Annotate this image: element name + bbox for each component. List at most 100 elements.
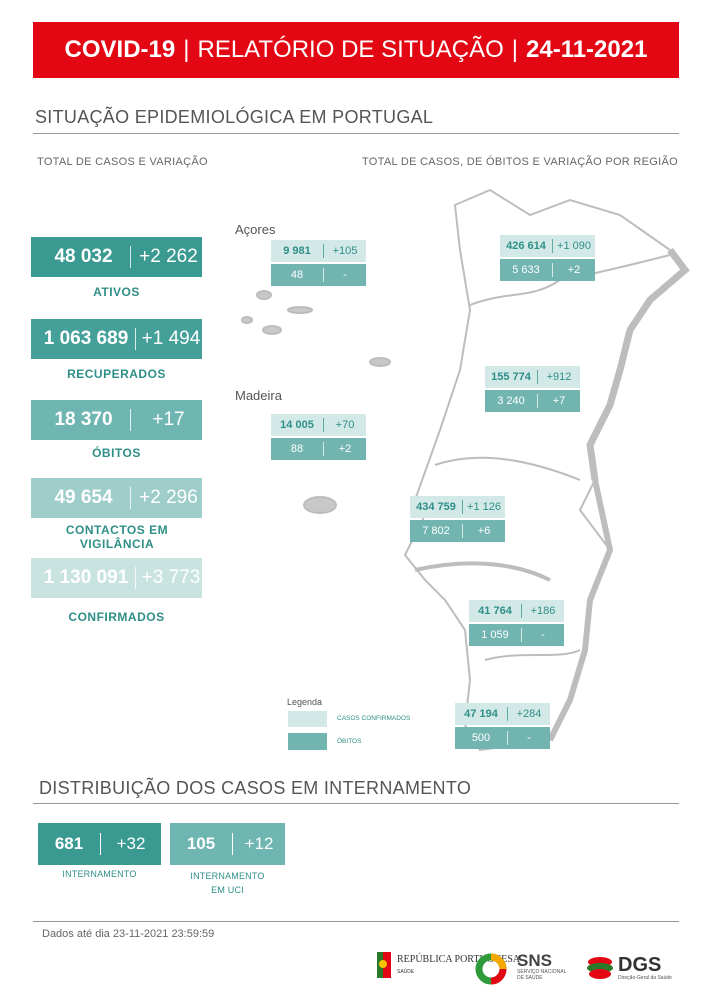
logo-subtext: SAÚDE — [397, 969, 415, 975]
hospital-delta: +32 — [116, 834, 146, 853]
banner-separator: | — [183, 36, 190, 63]
deaths: 1 059 — [481, 629, 509, 641]
stat-label: ÓBITOS — [92, 446, 141, 460]
legend-label-confirmed: CASOS CONFIRMADOS — [337, 715, 411, 722]
deaths-delta: - — [343, 269, 347, 281]
cases-delta: +70 — [335, 419, 355, 431]
stat-value: 48 032 — [54, 246, 113, 267]
dgs-logo-icon — [587, 957, 613, 979]
legend-title: Legenda — [287, 697, 323, 707]
sns-logo-icon — [475, 953, 507, 985]
deaths: 5 633 — [512, 264, 540, 276]
separator — [130, 487, 131, 509]
cases: 14 005 — [280, 419, 314, 431]
cases-delta: +912 — [546, 371, 572, 383]
stat-value: 1 063 689 — [43, 328, 129, 349]
hospital-value: 105 — [186, 834, 216, 853]
cases: 47 194 — [464, 708, 498, 720]
banner-date: 24-11-2021 — [526, 36, 648, 63]
stat-value: 1 130 091 — [43, 567, 129, 588]
cases: 9 981 — [283, 245, 311, 257]
region-box-acores: 9 981 +105 48 - — [271, 240, 366, 286]
region-box-algarve: 47 194 +284 500 - — [455, 703, 550, 749]
region-box-alentejo: 41 764 +186 1 059 - — [469, 600, 564, 646]
hospital-label-line: EM UCI — [211, 885, 244, 895]
deaths-delta: +2 — [567, 264, 581, 276]
stat-label: RECUPERADOS — [67, 367, 166, 381]
right-subtitle: TOTAL DE CASOS, DE ÓBITOS E VARIAÇÃO POR… — [361, 156, 678, 168]
data-date-note: Dados até dia 23-11-2021 23:59:59 — [42, 928, 215, 940]
region-name-madeira: Madeira — [235, 388, 282, 403]
logo-dgs: DGS Direção-Geral da Saúde — [586, 955, 672, 981]
deaths-delta: - — [527, 732, 531, 744]
cases: 155 774 — [491, 371, 531, 383]
flag-icon — [377, 952, 391, 978]
deaths: 48 — [290, 269, 304, 281]
deaths-delta: +6 — [477, 525, 491, 537]
banner-separator: | — [511, 36, 518, 63]
stat-box-contactos: 49 654 +2 296 — [31, 478, 202, 518]
stat-value: 49 654 — [54, 487, 113, 508]
hospital-label: INTERNAMENTO — [38, 867, 161, 881]
stat-value: 18 370 — [54, 409, 113, 430]
hospital-box-uci: 105 +12 — [170, 823, 285, 865]
legend-label-deaths: ÓBITOS — [337, 738, 362, 745]
footer-divider — [33, 921, 679, 922]
stat-delta: +2 262 — [139, 246, 198, 267]
cases-delta: +105 — [332, 245, 358, 257]
section-title-epidemiology: SITUAÇÃO EPIDEMIOLÓGICA EM PORTUGAL — [35, 107, 434, 127]
separator — [130, 409, 131, 431]
banner-title: COVID-19 — [64, 36, 176, 63]
stat-label: CONFIRMADOS — [68, 610, 165, 624]
stat-delta: +2 296 — [139, 487, 198, 508]
logo-text: REPÚBLICA PORTUGUESA — [397, 954, 521, 965]
logo-sns: SNS SERVIÇO NACIONAL DE SAÚDE — [517, 952, 567, 981]
stat-label: CONTACTOS EM VIGILÂNCIA — [65, 523, 169, 551]
region-box-centro: 155 774 +912 3 240 +7 — [485, 366, 580, 412]
cases-delta: +284 — [516, 708, 542, 720]
cases-delta: +1 126 — [467, 501, 501, 513]
stat-box-confirmados: 1 130 091 +3 773 — [31, 558, 202, 598]
portugal-map — [241, 188, 690, 752]
hospital-label: INTERNAMENTO EM UCI — [170, 869, 285, 897]
stat-delta: +1 494 — [141, 328, 201, 349]
stat-delta: +3 773 — [141, 567, 201, 588]
cases: 41 764 — [478, 605, 512, 617]
legend-swatch-deaths — [288, 733, 327, 750]
cases: 434 759 — [416, 501, 456, 513]
banner-subtitle: RELATÓRIO DE SITUAÇÃO — [197, 36, 504, 63]
logo-text: DGS — [618, 954, 662, 976]
separator — [100, 833, 101, 855]
hospital-delta: +12 — [244, 834, 274, 853]
cases-delta: +1 090 — [557, 240, 591, 252]
hospital-value: 681 — [54, 834, 84, 853]
deaths-delta: - — [541, 629, 545, 641]
deaths: 500 — [471, 732, 491, 744]
separator — [135, 567, 136, 589]
separator — [130, 246, 131, 268]
region-box-madeira: 14 005 +70 88 +2 — [271, 414, 366, 460]
deaths-delta: +2 — [338, 443, 352, 455]
divider — [33, 133, 679, 134]
separator — [135, 328, 136, 350]
report-banner: COVID-19 | RELATÓRIO DE SITUAÇÃO | 24-11… — [33, 22, 679, 78]
region-box-norte: 426 614 +1 090 5 633 +2 — [500, 235, 595, 281]
logo-sns-ring — [475, 953, 507, 990]
deaths: 3 240 — [497, 395, 525, 407]
logo-republica-portuguesa: REPÚBLICA PORTUGUESA SAÚDE — [377, 952, 520, 978]
stat-box-ativos: 48 032 +2 262 — [31, 237, 202, 277]
deaths: 7 802 — [422, 525, 450, 537]
stat-delta: +17 — [152, 409, 185, 430]
hospital-box-internamento: 681 +32 — [38, 823, 161, 865]
madeira-island — [303, 496, 337, 514]
stat-box-recuperados: 1 063 689 +1 494 — [31, 319, 202, 359]
divider — [33, 803, 679, 804]
deaths-delta: +7 — [552, 395, 566, 407]
deaths: 88 — [290, 443, 304, 455]
region-name-acores: Açores — [235, 222, 276, 237]
cases: 426 614 — [506, 240, 546, 252]
separator — [232, 833, 233, 855]
stat-box-obitos: 18 370 +17 — [31, 400, 202, 440]
stat-label: ATIVOS — [93, 285, 140, 299]
logo-text: SNS — [517, 951, 552, 970]
